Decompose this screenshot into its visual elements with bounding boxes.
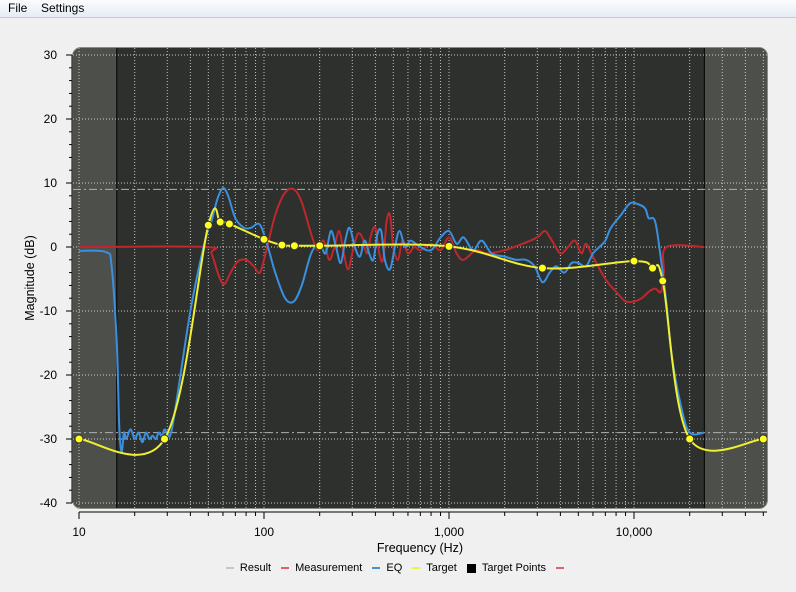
y-axis-title: Magnitude (dB) xyxy=(23,235,37,320)
x-tick-label: 10,000 xyxy=(616,525,653,539)
legend-item[interactable]: Measurement xyxy=(281,562,362,574)
target-point xyxy=(648,263,658,273)
y-tick-label: 0 xyxy=(50,240,57,254)
legend-item[interactable] xyxy=(556,562,570,574)
menu-bar: File Settings xyxy=(0,0,796,18)
square-swatch-icon xyxy=(466,563,476,573)
legend-item[interactable]: Target xyxy=(412,562,457,574)
y-tick-label: 10 xyxy=(44,176,58,190)
target-point xyxy=(203,220,213,230)
legend-label: Target xyxy=(426,562,457,574)
legend-item[interactable]: Result xyxy=(225,562,272,574)
line-swatch-icon xyxy=(281,567,290,569)
line-swatch-icon xyxy=(556,567,565,569)
excluded-range xyxy=(73,48,117,508)
target-point xyxy=(658,276,668,286)
y-tick-label: 20 xyxy=(44,112,58,126)
target-point xyxy=(74,434,84,444)
target-point xyxy=(758,434,767,444)
legend-label: Measurement xyxy=(295,562,363,574)
menu-settings[interactable]: Settings xyxy=(41,1,85,15)
target-point xyxy=(629,256,639,266)
target-point xyxy=(537,263,547,273)
target-point xyxy=(259,234,269,244)
target-point xyxy=(685,434,695,444)
target-point xyxy=(289,241,299,251)
x-tick-label: 1,000 xyxy=(434,525,464,539)
y-tick-label: -10 xyxy=(40,304,58,318)
plot-area xyxy=(73,48,767,508)
legend-label: EQ xyxy=(386,562,403,574)
target-point xyxy=(315,241,325,251)
menu-file[interactable]: File xyxy=(8,1,28,15)
legend-item[interactable]: Target Points xyxy=(466,562,547,574)
legend-label: Target Points xyxy=(481,562,547,574)
target-point xyxy=(224,219,234,229)
x-tick-label: 10 xyxy=(72,525,86,539)
target-point xyxy=(277,240,287,250)
target-point xyxy=(215,217,225,227)
line-swatch-icon xyxy=(412,567,421,569)
line-swatch-icon xyxy=(225,567,234,569)
y-tick-label: 30 xyxy=(44,48,58,62)
y-tick-label: -30 xyxy=(40,432,58,446)
legend-item[interactable]: EQ xyxy=(372,562,402,574)
y-tick-label: -20 xyxy=(40,368,58,382)
legend-label: Result xyxy=(239,562,272,574)
legend: Result Measurement EQ Target Target Points xyxy=(0,562,796,574)
target-point xyxy=(160,434,170,444)
x-tick-label: 100 xyxy=(254,525,274,539)
x-axis-title: Frequency (Hz) xyxy=(377,541,463,555)
excluded-range xyxy=(704,48,767,508)
target-point xyxy=(444,241,454,251)
y-tick-label: -40 xyxy=(40,496,58,510)
line-swatch-icon xyxy=(372,567,381,569)
